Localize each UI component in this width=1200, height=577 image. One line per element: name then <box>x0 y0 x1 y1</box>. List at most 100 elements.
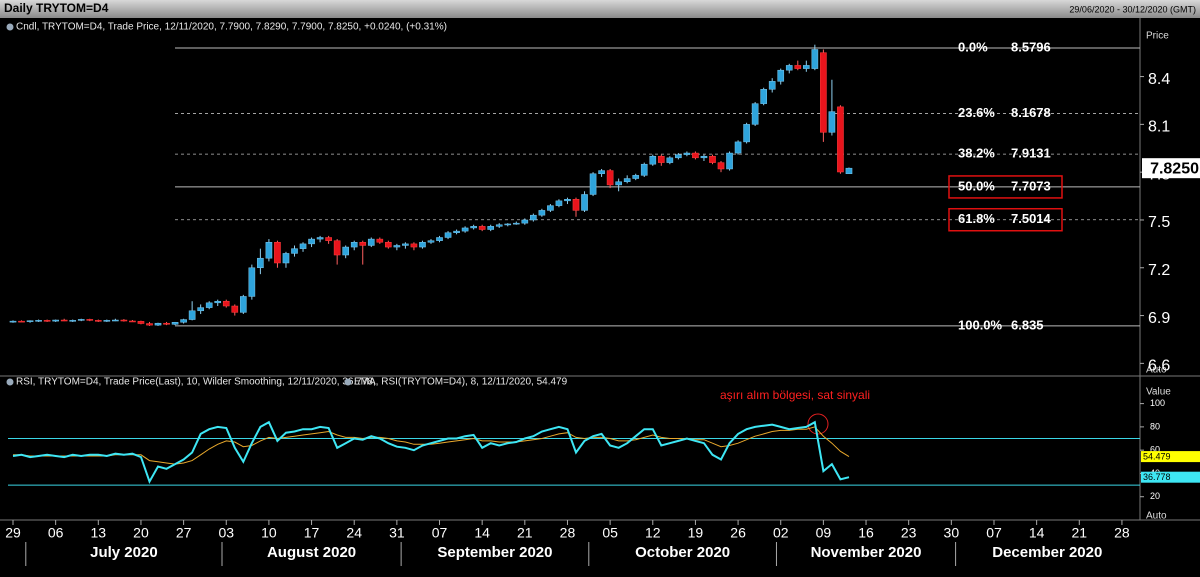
month-label: November 2020 <box>811 544 922 561</box>
x-tick-label: 13 <box>91 525 107 541</box>
candle-body <box>598 170 605 175</box>
candle-body <box>367 238 375 246</box>
fib-percent: 61.8% <box>958 211 995 226</box>
candle-body <box>709 155 716 163</box>
candle-body <box>538 210 546 216</box>
fib-percent: 23.6% <box>958 105 995 120</box>
value-box <box>1141 451 1200 463</box>
candle-body <box>623 178 631 182</box>
candle-body <box>589 173 597 195</box>
candle-body <box>282 253 290 264</box>
legend-icon <box>6 378 14 386</box>
x-tick-label: 30 <box>944 525 960 541</box>
candle-body <box>436 237 443 241</box>
candle-body <box>564 199 571 202</box>
x-tick-label: 24 <box>346 525 362 541</box>
candle-body <box>9 320 17 323</box>
fib-value: 8.1678 <box>1011 105 1051 120</box>
candle-body <box>487 226 495 230</box>
month-label: October 2020 <box>635 544 730 561</box>
y-tick-label: 8.1 <box>1148 119 1170 136</box>
candle-body <box>94 320 102 322</box>
candle-body <box>205 302 213 308</box>
fib-value: 7.9131 <box>1011 146 1051 161</box>
candle-body <box>129 320 136 323</box>
candle-body <box>35 320 42 322</box>
month-label: August 2020 <box>267 544 356 561</box>
x-tick-label: 05 <box>602 525 618 541</box>
fib-percent: 0.0% <box>958 39 988 54</box>
last-price: 7.8250 <box>1150 160 1199 177</box>
y-tick-label: 60 <box>1150 445 1160 455</box>
candle-body <box>308 238 315 245</box>
candle-body <box>504 223 512 226</box>
candle-body <box>649 155 657 165</box>
title-bar <box>0 0 1200 18</box>
candle-body <box>794 65 802 69</box>
fib-value: 7.5014 <box>1011 211 1052 226</box>
candle-body <box>120 319 128 322</box>
candle-body <box>419 242 426 248</box>
y-tick-label: 20 <box>1150 491 1160 501</box>
annotation: aşırı alım bölgesi, sat sinyali <box>720 388 870 402</box>
value-box <box>1141 471 1200 483</box>
candle-body <box>427 240 435 243</box>
x-tick-label: 12 <box>645 525 661 541</box>
candle-body <box>675 154 682 159</box>
x-tick-label: 07 <box>986 525 1002 541</box>
candle-body <box>359 242 367 246</box>
y-tick-label: 8.4 <box>1148 71 1170 88</box>
x-tick-label: 10 <box>261 525 277 541</box>
month-label: July 2020 <box>90 544 158 561</box>
candle-body <box>333 240 341 256</box>
x-tick-label: 23 <box>901 525 917 541</box>
indicator-line <box>13 426 850 465</box>
candle-body <box>461 227 469 232</box>
candle-body <box>163 322 170 325</box>
candle-body <box>325 237 332 241</box>
candle-body <box>248 267 256 297</box>
candle-body <box>257 257 264 269</box>
x-tick-label: 19 <box>688 525 704 541</box>
x-tick-label: 29 <box>5 525 21 541</box>
candle-body <box>402 243 409 246</box>
candle-body <box>299 243 307 249</box>
candle-body <box>700 155 708 159</box>
candle-body <box>376 238 384 243</box>
x-tick-label: 03 <box>218 525 234 541</box>
candle-body <box>640 163 648 176</box>
candle-body <box>444 232 452 238</box>
x-tick-label: 16 <box>858 525 874 541</box>
candle-body <box>726 152 733 170</box>
y-tick-label: 80 <box>1150 421 1160 431</box>
candle-body <box>69 320 77 322</box>
value-label: 36.778 <box>1143 472 1171 482</box>
candle-body <box>18 320 25 323</box>
candle-body <box>657 155 665 163</box>
y-tick-label: 7.2 <box>1148 262 1170 279</box>
y-tick-label: 6.9 <box>1148 310 1170 327</box>
fib-value: 8.5796 <box>1011 39 1051 54</box>
x-tick-label: 20 <box>133 525 149 541</box>
axis-title: Price <box>1146 31 1169 42</box>
candle-body <box>828 111 836 133</box>
x-tick-label: 28 <box>1114 525 1130 541</box>
candle-body <box>743 124 750 143</box>
x-tick-label: 31 <box>389 525 405 541</box>
y-tick-label: 7.5 <box>1148 214 1170 231</box>
candle-body <box>512 222 520 225</box>
x-tick-label: 27 <box>176 525 192 541</box>
candle-body <box>214 300 222 304</box>
x-tick-label: 26 <box>730 525 746 541</box>
last-price-box <box>1142 158 1200 179</box>
window-title: Daily TRYTOM=D4 <box>4 1 109 15</box>
candle-body <box>802 65 810 69</box>
value-label: 54.479 <box>1143 451 1171 461</box>
candle-body <box>112 319 119 322</box>
x-tick-label: 28 <box>560 525 576 541</box>
candle-body <box>180 319 187 323</box>
indicator-line <box>12 420 850 485</box>
candle-body <box>197 307 204 312</box>
candle-body <box>760 89 767 104</box>
